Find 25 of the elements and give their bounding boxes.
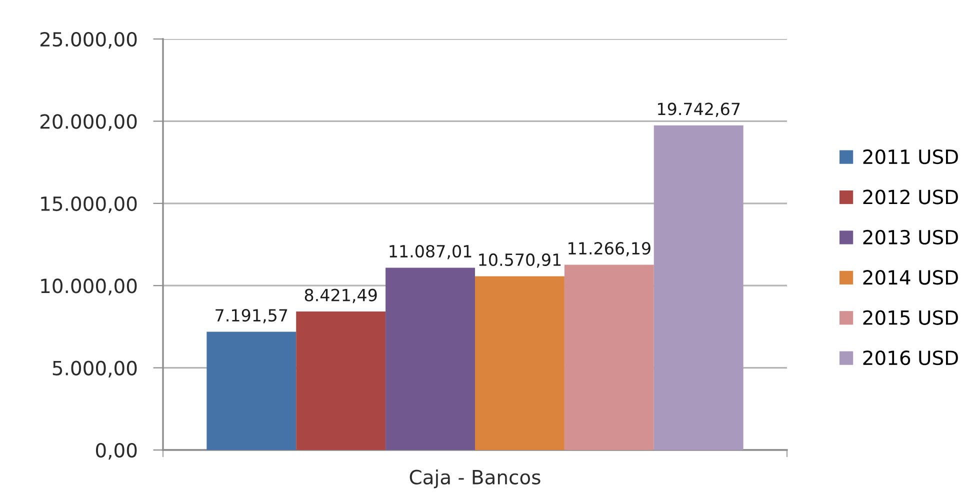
- data-label: 7.191,57: [216, 308, 288, 324]
- x-tick-label: Caja - Bancos: [410, 469, 540, 488]
- legend-label: 2012 USD: [863, 190, 958, 204]
- bar: [386, 268, 475, 450]
- data-label: 19.742,67: [658, 102, 740, 117]
- y-tick-label: 5.000,00: [52, 360, 137, 378]
- y-tick-label: 20.000,00: [40, 114, 137, 131]
- bar: [654, 125, 744, 450]
- y-tick-label: 25.000,00: [40, 32, 137, 49]
- data-label: 11.266,19: [568, 242, 650, 256]
- y-tick-label: 0,00: [96, 442, 137, 460]
- legend-label: 2011 USD: [863, 149, 958, 164]
- bar: [206, 332, 296, 450]
- data-label: 11.087,01: [390, 244, 472, 260]
- legend-label: 2016 USD: [863, 350, 958, 366]
- data-label: 8.421,49: [304, 288, 377, 304]
- bar: [475, 276, 564, 450]
- y-tick-label: 10.000,00: [41, 278, 137, 296]
- legend-label: 2014 USD: [863, 270, 958, 285]
- legend-label: 2013 USD: [863, 230, 958, 245]
- bar: [564, 264, 654, 450]
- legend-label: 2015 USD: [863, 310, 958, 325]
- y-tick-label: 15.000,00: [41, 196, 137, 214]
- data-label: 10.570,91: [479, 253, 561, 268]
- bar: [296, 312, 386, 450]
